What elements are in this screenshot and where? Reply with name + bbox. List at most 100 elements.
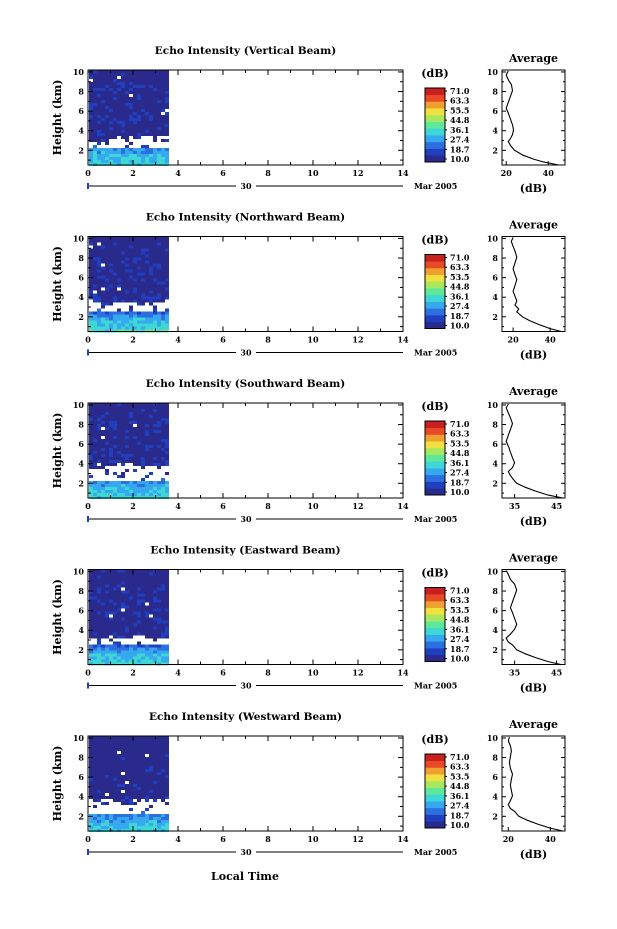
heatmap-cell (137, 157, 141, 160)
heatmap-cell (129, 299, 133, 303)
heatmap-cell (161, 590, 165, 594)
heatmap-cell (93, 317, 97, 321)
heatmap-cell (93, 820, 97, 823)
heatmap-cell (117, 320, 121, 324)
heatmap-cell (105, 487, 109, 490)
heatmap-cell (145, 406, 149, 409)
heatmap-cell (157, 293, 161, 297)
heatmap-cell (137, 323, 141, 327)
heatmap-cell (121, 736, 125, 739)
heatmap-cell (117, 820, 121, 823)
heatmap-cell (109, 638, 113, 642)
heatmap-cell (161, 91, 165, 94)
heatmap-cell (97, 421, 101, 424)
heatmap-cell (133, 436, 137, 439)
heatmap-cell (153, 584, 157, 588)
heatmap-cell (129, 433, 133, 436)
heatmap-cell (121, 257, 125, 261)
heatmap-cell (149, 605, 153, 609)
heatmap-cell (101, 656, 105, 660)
heatmap-cell (89, 284, 93, 288)
heatmap-cell (113, 820, 117, 823)
heatmap-cell (153, 260, 157, 264)
heatmap-cell (105, 787, 109, 790)
heatmap-cell (145, 787, 149, 790)
heatmap-cell (113, 115, 117, 118)
heatmap-cell (129, 799, 133, 802)
heatmap-cell (129, 793, 133, 796)
heatmap-cell (105, 751, 109, 754)
heatmap-cell (137, 620, 141, 624)
heatmap-cell (109, 317, 113, 321)
heatmap-cell (145, 70, 149, 73)
heatmap-cell (101, 575, 105, 579)
heatmap-cell (105, 85, 109, 88)
heatmap-cell (109, 88, 113, 91)
heatmap-cell (145, 124, 149, 127)
heatmap-cell (161, 433, 165, 436)
heatmap-cell (101, 299, 105, 303)
heatmap-cell (133, 590, 137, 594)
heatmap-cell (113, 617, 117, 621)
heatmap-cell (125, 296, 129, 300)
heatmap-cell (153, 748, 157, 751)
heatmap-cell (89, 76, 93, 79)
heatmap-cell (109, 293, 113, 297)
heatmap-cell (153, 572, 157, 576)
heatmap-cell (149, 430, 153, 433)
heatmap-cell (133, 314, 137, 318)
heatmap-cell (133, 826, 137, 829)
heatmap-cell (117, 109, 121, 112)
heatmap-cell (141, 290, 145, 294)
heatmap-cell (125, 403, 129, 406)
heatmap-cell (161, 647, 165, 651)
heatmap-cell (145, 424, 149, 427)
heatmap-cell (101, 781, 105, 784)
heatmap-cell (165, 817, 169, 820)
heatmap-cell (105, 650, 109, 654)
heatmap-cell (109, 415, 113, 418)
heatmap-cell (149, 745, 153, 748)
heatmap-cell (105, 269, 109, 273)
heatmap-cell (105, 590, 109, 594)
heatmap-cell (157, 457, 161, 460)
heatmap-cell (157, 635, 161, 639)
average-x-label: (dB) (520, 848, 547, 861)
heatmap-cell (137, 614, 141, 618)
heatmap-cell (97, 239, 101, 243)
heatmap-cell (93, 635, 97, 639)
heatmap-cell (129, 584, 133, 588)
heatmap-cell (125, 275, 129, 279)
heatmap-cell (101, 251, 105, 255)
heatmap-cell (157, 130, 161, 133)
heatmap-cell (165, 623, 169, 627)
heatmap-cell (141, 272, 145, 276)
heatmap-cell (113, 787, 117, 790)
heatmap-cell (145, 653, 149, 657)
heatmap-cell (157, 793, 161, 796)
heatmap-cell (161, 409, 165, 412)
heatmap-cell (121, 493, 125, 496)
heatmap-cell (105, 769, 109, 772)
heatmap-cell (129, 296, 133, 300)
heatmap-cell (93, 578, 97, 582)
heatmap-cell (145, 763, 149, 766)
heatmap-cell (113, 593, 117, 597)
heatmap-cell (129, 82, 133, 85)
x-tick-label: 12 (352, 168, 363, 178)
heatmap-cell (149, 275, 153, 279)
heatmap-cell (153, 91, 157, 94)
heatmap-cell (109, 757, 113, 760)
heatmap-cell (97, 620, 101, 624)
heatmap-cell (161, 793, 165, 796)
heatmap-cell (97, 781, 101, 784)
heatmap-cell (105, 442, 109, 445)
heatmap-cell (141, 608, 145, 612)
heatmap-cell (105, 781, 109, 784)
heatmap-cell (93, 260, 97, 264)
avg-y-tick-label: 4 (492, 126, 498, 136)
heatmap-cell (161, 320, 165, 324)
heatmap-cell (129, 409, 133, 412)
heatmap-cell (117, 151, 121, 154)
heatmap-cell (149, 293, 153, 297)
